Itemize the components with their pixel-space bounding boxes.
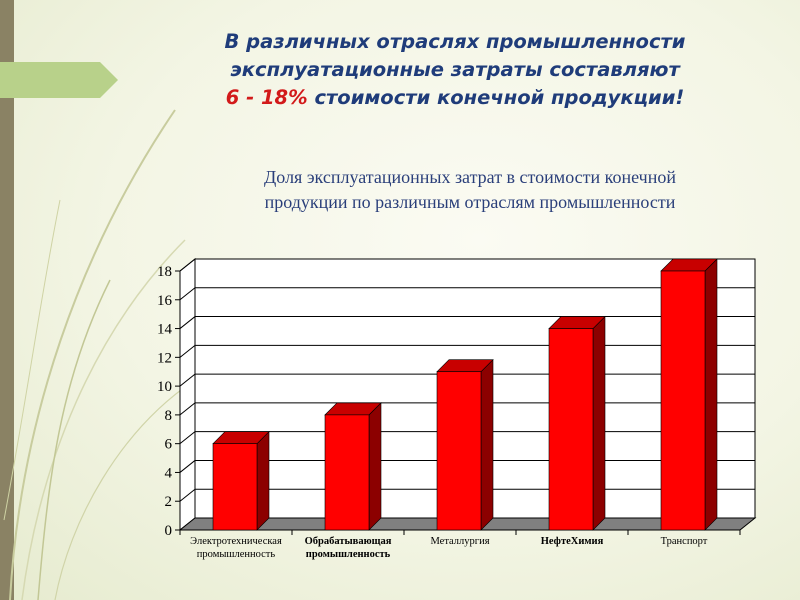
caption-line-2: продукции по различным отраслям промышле… <box>264 192 676 212</box>
arrow-tab-decoration <box>0 62 118 98</box>
bar <box>436 371 482 531</box>
y-tick-label: 18 <box>157 264 172 280</box>
title-line-3: 6 - 18% стоимости конечной продукции! <box>130 84 780 112</box>
gridline-side <box>179 431 196 445</box>
x-category-label: Электротехническая <box>190 536 282 547</box>
y-tick-label: 12 <box>157 350 172 366</box>
x-category-label: Металлургия <box>430 536 489 547</box>
slide-title: В различных отраслях промышленности эксп… <box>130 28 780 112</box>
bar-side <box>368 402 382 531</box>
gridline-side <box>179 488 196 502</box>
bar <box>660 270 706 531</box>
y-tick-label: 8 <box>165 408 173 424</box>
chart-side-wall <box>179 257 196 532</box>
y-tick-label: 2 <box>165 494 173 510</box>
gridline-side <box>179 373 196 387</box>
title-highlight: 6 - 18% <box>225 86 308 109</box>
decorative-grass-curves <box>3 109 196 600</box>
x-category-label: Транспорт <box>661 536 708 547</box>
x-category-label: промышленность <box>306 549 391 560</box>
bar-side <box>592 315 606 531</box>
x-category-label: промышленность <box>197 549 276 560</box>
gridline-side <box>179 460 196 473</box>
y-tick-label: 0 <box>165 523 173 539</box>
bar-side <box>704 258 718 531</box>
caption-line-1: Доля эксплуатационных затрат в стоимости… <box>264 167 676 187</box>
y-tick-label: 16 <box>157 293 173 309</box>
bar <box>324 414 370 531</box>
gridline-side <box>179 258 196 272</box>
left-accent-bar <box>0 0 14 600</box>
y-tick-label: 14 <box>157 322 173 338</box>
chart-caption: Доля эксплуатационных затрат в стоимости… <box>150 165 790 215</box>
bar-side <box>480 358 494 531</box>
bar <box>212 443 258 531</box>
x-category-label: Обрабатывающая <box>305 536 392 547</box>
gridline-side <box>179 316 196 329</box>
y-tick-label: 6 <box>165 437 173 453</box>
y-tick-label: 4 <box>165 465 173 481</box>
gridline-side <box>179 402 196 416</box>
bar-side <box>256 430 270 531</box>
title-line-2: эксплуатационные затраты составляют <box>230 58 680 81</box>
x-category-label: НефтеХимия <box>541 536 604 547</box>
bar <box>548 328 594 531</box>
title-line-3-rest: стоимости конечной продукции! <box>307 86 685 109</box>
gridline-side <box>179 287 196 301</box>
title-line-1: В различных отраслях промышленности <box>224 30 686 53</box>
gridline-side <box>179 344 196 358</box>
y-tick-label: 10 <box>157 379 172 395</box>
